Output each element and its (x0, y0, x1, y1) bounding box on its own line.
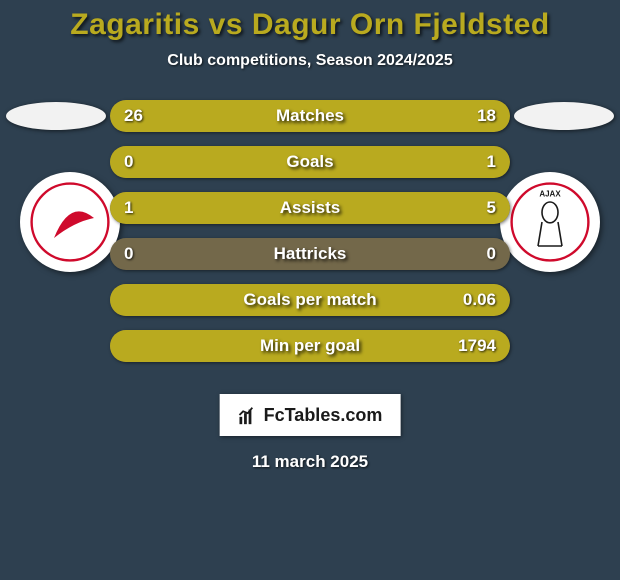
svg-text:AJAX: AJAX (539, 189, 561, 198)
stat-value-right: 18 (477, 100, 496, 132)
source-watermark: FcTables.com (220, 394, 401, 436)
stat-row: Assists1 5 (110, 192, 510, 224)
update-date: 11 march 2025 (0, 452, 620, 472)
watermark-text: FcTables.com (264, 405, 383, 426)
stat-row: Hattricks0 0 (110, 238, 510, 270)
stat-row: Goals0 1 (110, 146, 510, 178)
stat-row: Matches26 18 (110, 100, 510, 132)
stat-bars: Matches2618Goals01Assists15Hattricks00Go… (110, 100, 510, 376)
stat-label: Hattricks (110, 238, 510, 270)
stat-value-right: 0 (487, 238, 496, 270)
stat-value-right: 5 (487, 192, 496, 224)
stat-label: Assists (110, 192, 510, 224)
stat-value-right: 0.06 (463, 284, 496, 316)
left-player-oval (6, 102, 106, 130)
right-player-oval (514, 102, 614, 130)
stat-row: Min per goal1794 (110, 330, 510, 362)
comparison-card: Zagaritis vs Dagur Orn Fjeldsted Club co… (0, 0, 620, 580)
page-subtitle: Club competitions, Season 2024/2025 (0, 52, 620, 70)
stat-label: Matches (110, 100, 510, 132)
fctables-logo-icon (238, 404, 260, 426)
stat-value-left: 0 (124, 146, 133, 178)
left-club-badge-icon (30, 182, 110, 262)
right-club-badge: AJAX (500, 172, 600, 272)
stat-row: Goals per match0.06 (110, 284, 510, 316)
stat-label: Goals (110, 146, 510, 178)
left-club-badge (20, 172, 120, 272)
stat-label: Min per goal (110, 330, 510, 362)
page-title: Zagaritis vs Dagur Orn Fjeldsted (0, 8, 620, 42)
stat-value-right: 1 (487, 146, 496, 178)
right-club-badge-icon: AJAX (510, 182, 590, 262)
stat-value-left: 1 (124, 192, 133, 224)
stat-label: Goals per match (110, 284, 510, 316)
stat-value-left: 26 (124, 100, 143, 132)
stat-value-left: 0 (124, 238, 133, 270)
stat-value-right: 1794 (458, 330, 496, 362)
